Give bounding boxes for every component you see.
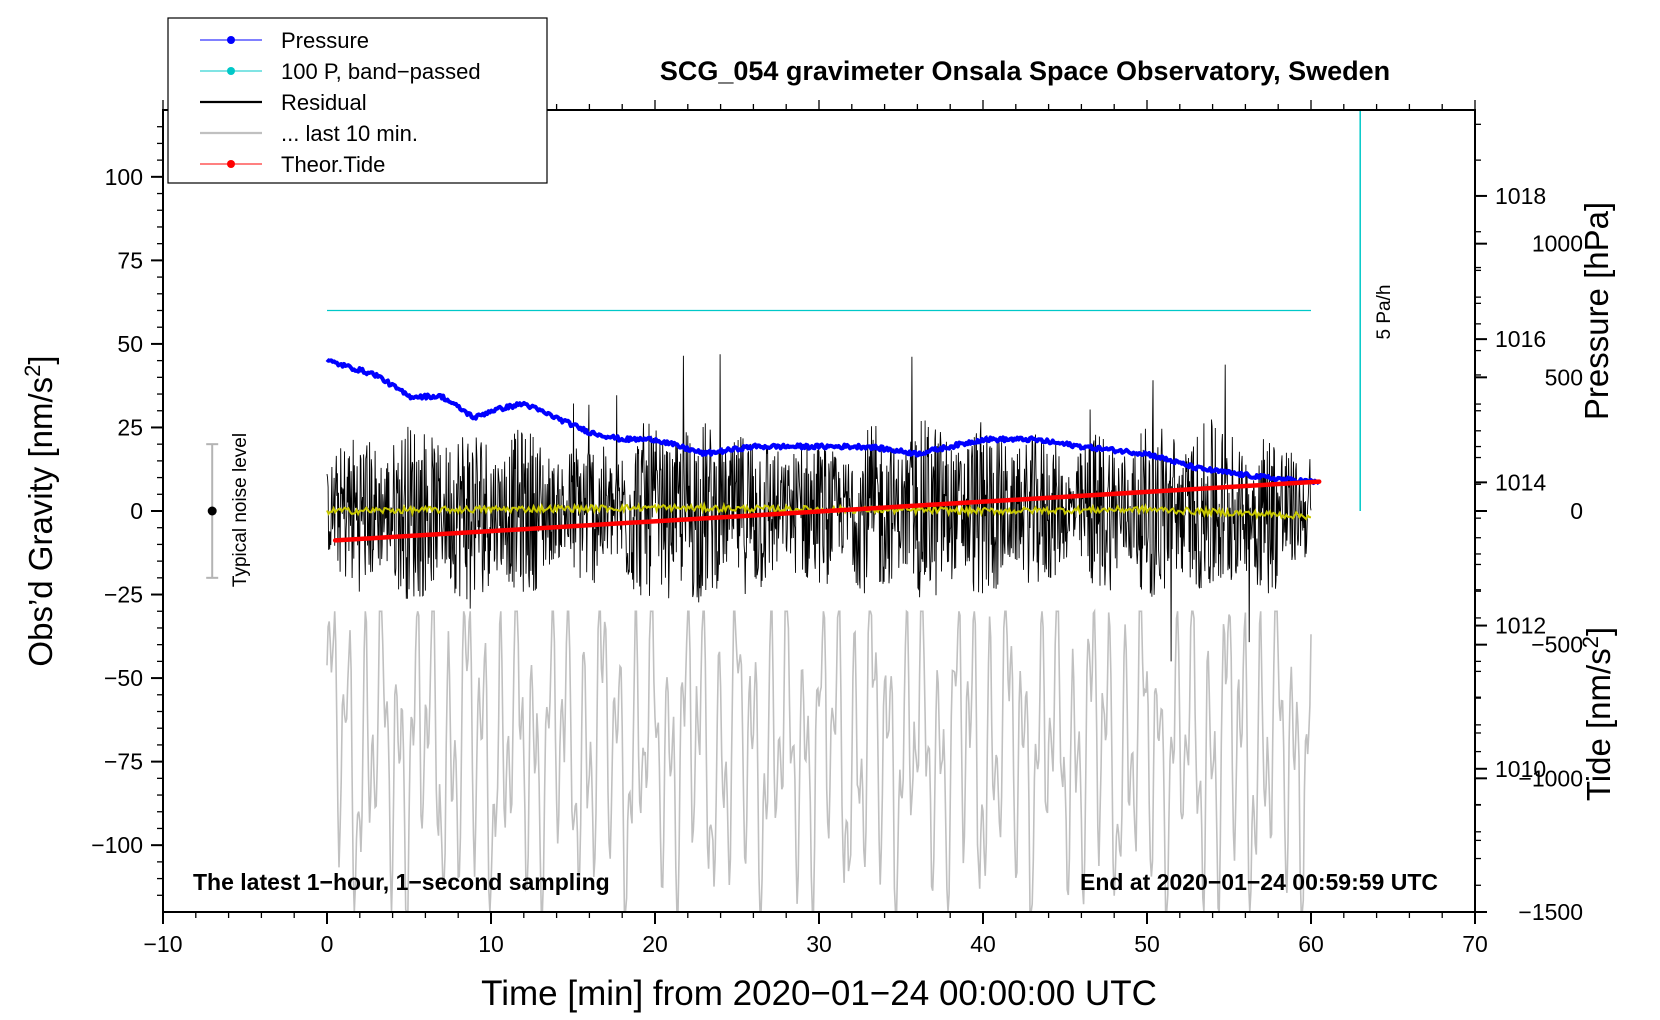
y-left-tick-label: −75	[104, 749, 143, 775]
tide-series	[332, 479, 1322, 543]
legend: Pressure 100 P, band−passed Residual ... la…	[167, 17, 548, 184]
tide-tick-label: 500	[1545, 364, 1583, 390]
axes: −10 0 10 20 30 40 50 60 701007550250−25−50−75−10…	[91, 100, 1583, 957]
y-axis-left-title: Obs’d Gravity [nm/s2]	[20, 355, 59, 666]
y-left-tick-label: 25	[117, 414, 143, 440]
noise-bar	[206, 443, 219, 579]
pressure-tick-label: 1016	[1495, 326, 1546, 352]
x-tick-label: 0	[321, 931, 334, 957]
legend-label: Pressure	[281, 28, 369, 53]
tide-tick-label: 1000	[1532, 231, 1583, 257]
x-axis-title: Time [min] from 2020−01−24 00:00:00 UTC	[481, 974, 1157, 1013]
noise-label: Typical noise level	[230, 433, 251, 587]
pressure-tick-label: 1018	[1495, 183, 1546, 209]
legend-marker	[227, 160, 235, 168]
pressure-line	[325, 358, 1321, 486]
x-tick-label: 10	[478, 931, 504, 957]
tide-tick-label: −500	[1531, 632, 1583, 658]
bottom-right-note: End at 2020−01−24 00:59:59 UTC	[1080, 869, 1438, 895]
y-axis-pressure-title: Pressure [hPa]	[1578, 202, 1615, 420]
rate-label: 5 Pa/h	[1374, 285, 1395, 340]
residual-line	[326, 354, 1312, 662]
y-axis-tide-title: Tide [nm/s2]	[1578, 627, 1617, 801]
chart-title: SCG_054 gravimeter Onsala Space Observat…	[660, 56, 1390, 86]
y-left-tick-label: −25	[104, 582, 143, 608]
legend-label: ... last 10 min.	[281, 121, 418, 146]
legend-label: Theor.Tide	[281, 152, 385, 177]
tide-tick-label: −1000	[1518, 765, 1583, 791]
legend-marker	[227, 67, 235, 75]
y-left-tick-label: −100	[91, 832, 143, 858]
tide-tick-label: −1500	[1518, 899, 1583, 925]
pressure-series	[325, 358, 1321, 486]
last-10-min-series	[326, 608, 1312, 914]
x-tick-label: 70	[1462, 931, 1488, 957]
legend-box	[167, 17, 548, 184]
y-left-tick-label: 0	[130, 498, 143, 524]
legend-label: 100 P, band−passed	[281, 59, 481, 84]
noise-bar-dot	[207, 506, 217, 516]
pressure-tick-label: 1010	[1495, 756, 1546, 782]
legend-marker	[227, 36, 235, 44]
x-tick-label: 40	[970, 931, 996, 957]
x-tick-label: −10	[143, 931, 182, 957]
legend-label: Residual	[281, 90, 367, 115]
y-left-tick-label: 100	[105, 164, 143, 190]
x-tick-label: 30	[806, 931, 832, 957]
last-10-min-line	[326, 608, 1312, 914]
x-tick-label: 50	[1134, 931, 1160, 957]
pressure-tick-label: 1012	[1495, 613, 1546, 639]
x-tick-label: 60	[1298, 931, 1324, 957]
tide-tick-label: 0	[1570, 498, 1583, 524]
y-left-tick-label: 75	[117, 247, 143, 273]
y-left-tick-label: 50	[117, 331, 143, 357]
bottom-left-note: The latest 1−hour, 1−second sampling	[193, 869, 610, 895]
residual-series	[326, 354, 1312, 662]
tide-line	[332, 479, 1322, 543]
x-tick-label: 20	[642, 931, 668, 957]
y-left-tick-label: −50	[104, 665, 143, 691]
pressure-tick-label: 1014	[1495, 469, 1546, 495]
